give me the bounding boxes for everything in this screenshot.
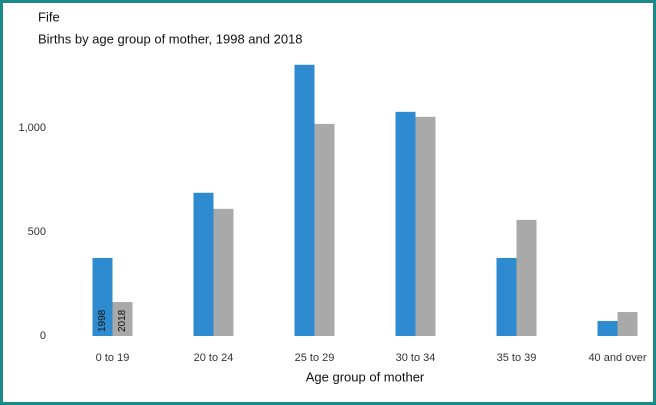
x-tick-label: 25 to 29 — [295, 352, 335, 364]
bar — [314, 123, 335, 336]
bar — [597, 321, 618, 336]
legend-label: 2018 — [117, 309, 128, 332]
y-tick-label: 0 — [40, 330, 46, 342]
bar — [516, 219, 537, 336]
x-axis-title: Age group of mother — [306, 369, 425, 384]
y-tick-label: 500 — [28, 226, 46, 238]
bar — [112, 302, 133, 336]
x-tick-label: 30 to 34 — [396, 352, 436, 364]
x-tick-label: 0 to 19 — [96, 352, 130, 364]
legend-label: 1998 — [97, 309, 108, 332]
bar — [213, 208, 234, 336]
bar — [415, 116, 436, 336]
x-tick-label: 35 to 39 — [497, 352, 537, 364]
bar — [193, 192, 214, 336]
bar — [395, 111, 416, 336]
chart-title: Fife — [38, 9, 60, 24]
bar — [92, 257, 113, 336]
bar — [617, 312, 638, 336]
y-tick-label: 1,000 — [18, 122, 46, 134]
x-tick-label: 40 and over — [588, 352, 646, 364]
bar — [496, 257, 517, 336]
x-tick-label: 20 to 24 — [194, 352, 234, 364]
bar — [294, 64, 315, 337]
chart-subtitle: Births by age group of mother, 1998 and … — [38, 31, 303, 46]
